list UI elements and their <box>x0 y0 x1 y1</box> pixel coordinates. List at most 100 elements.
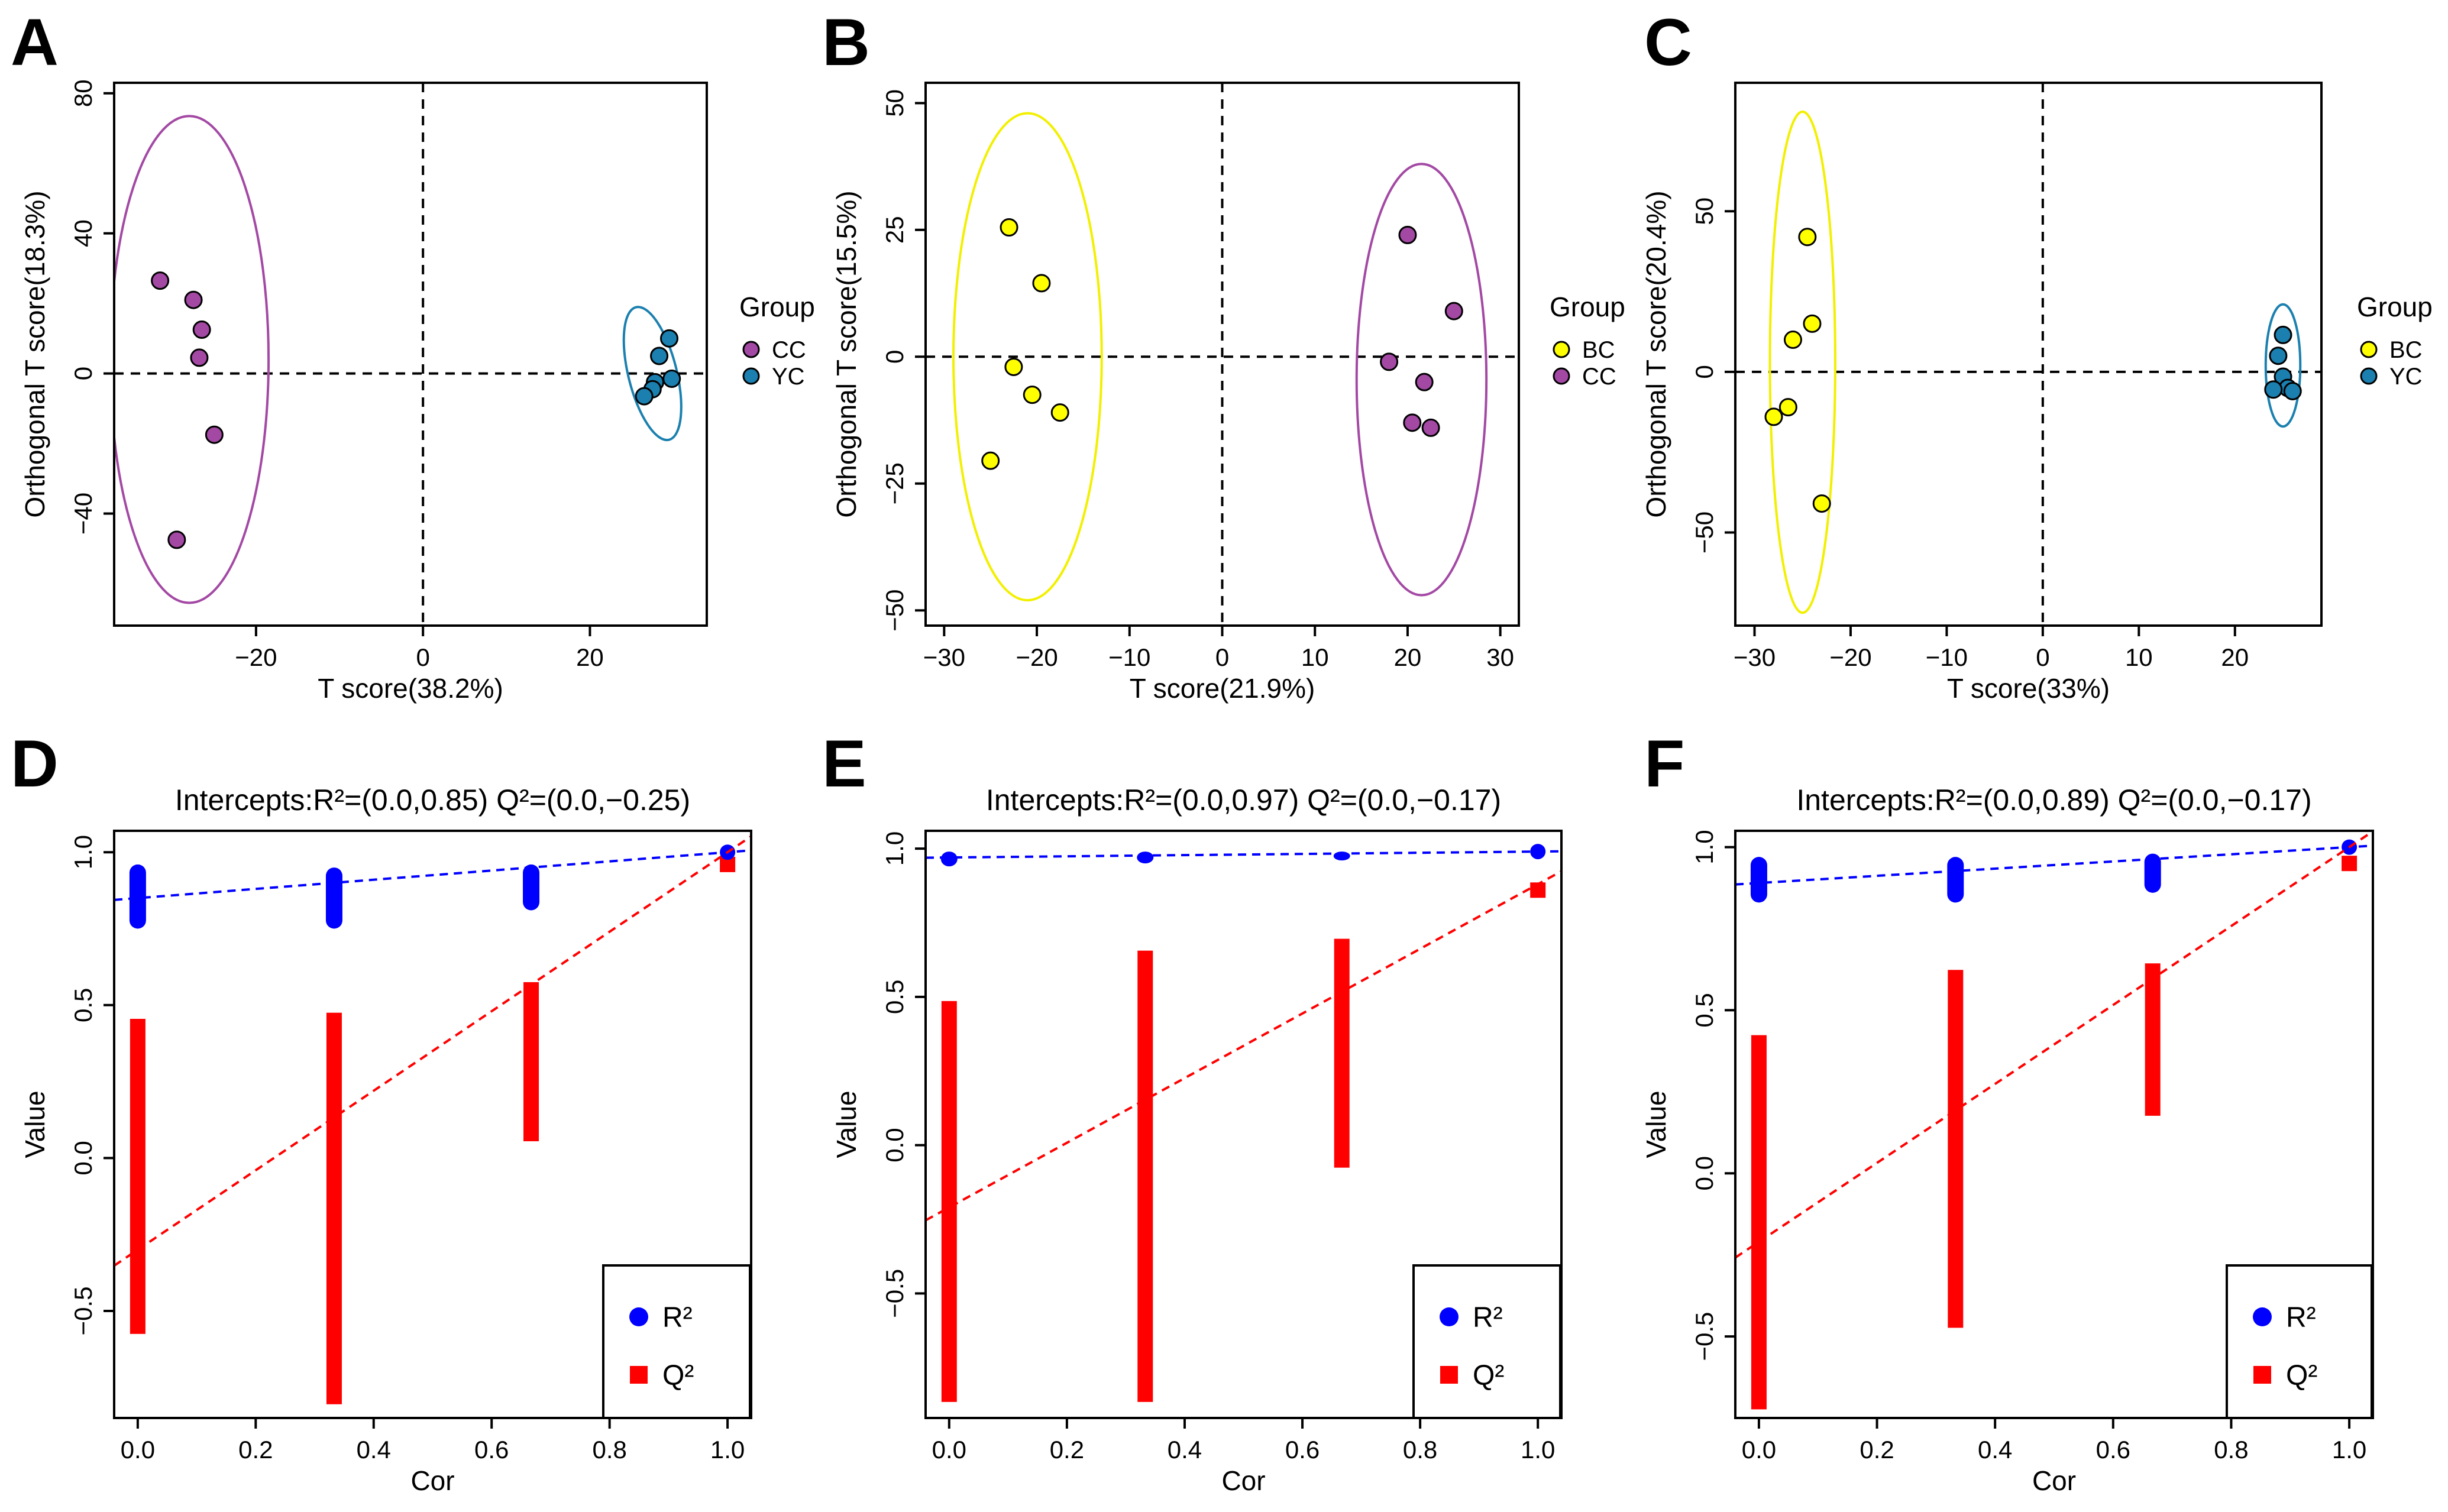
legend-marker-bc <box>2360 341 2378 358</box>
x-axis-label: Cor <box>410 1465 454 1496</box>
confidence-ellipse-cc <box>1355 163 1488 597</box>
point-bc <box>1778 398 1797 417</box>
q2-column <box>1751 1035 1767 1410</box>
point-bc <box>1803 314 1822 333</box>
legend-label-yc: YC <box>772 364 805 390</box>
point-bc <box>1023 386 1042 404</box>
panel-d: D Intercepts:R²=(0.0,0.85) Q²=(0.0,−0.25)… <box>11 727 752 1496</box>
q2-regression-line <box>114 835 751 1267</box>
plot-area <box>926 844 1561 1402</box>
x-tick-label: 1.0 <box>710 1436 745 1464</box>
legend-title: Group <box>2357 292 2433 322</box>
legend-marker-yc <box>2360 367 2378 385</box>
confidence-ellipse-yc <box>622 306 683 442</box>
y-tick-label: 0 <box>1690 365 1718 378</box>
y-tick-label: 1.0 <box>881 831 908 866</box>
y-axis-label: Value <box>1641 1090 1671 1158</box>
y-tick-label: −50 <box>1690 511 1718 553</box>
panel-letter: E <box>822 727 866 801</box>
r2-regression-line <box>1735 844 2373 886</box>
legend-label-r2: R² <box>2286 1302 2316 1333</box>
point-cc <box>1380 352 1399 371</box>
plot-frame <box>924 830 1563 1419</box>
y-tick-label: 50 <box>1690 198 1718 225</box>
plot-frame <box>1734 830 2374 1419</box>
point-yc <box>2283 381 2302 400</box>
chart-title: Intercepts:R²=(0.0,0.85) Q²=(0.0,−0.25) <box>175 783 690 817</box>
x-tick-label: 0.4 <box>1978 1436 2012 1464</box>
point-bc <box>1032 274 1051 293</box>
x-tick-label: 0.0 <box>121 1436 155 1464</box>
x-tick-label: 0 <box>2036 643 2049 671</box>
y-axis-label: Value <box>831 1090 862 1158</box>
q2-column <box>2145 963 2161 1116</box>
x-tick-label: 0.6 <box>2096 1436 2130 1464</box>
x-tick-label: 20 <box>576 643 604 671</box>
point-bc <box>1764 407 1783 426</box>
r2-column <box>523 864 540 911</box>
point-cc <box>1398 225 1417 244</box>
y-axis-label: Orthogonal T score(15.5%) <box>831 190 862 517</box>
legend-label-q2: Q² <box>2286 1360 2317 1391</box>
panel-letter: C <box>1644 5 1692 79</box>
x-tick-label: 0.8 <box>592 1436 626 1464</box>
legend-label-bc: BC <box>2389 337 2423 363</box>
y-tick-label: −40 <box>69 493 97 535</box>
x-tick-label: 0.4 <box>357 1436 391 1464</box>
x-tick-label: −30 <box>923 643 965 671</box>
y-tick-label: −0.5 <box>69 1287 97 1336</box>
x-tick-label: −20 <box>1829 643 1871 671</box>
legend-marker-q2 <box>1440 1366 1458 1384</box>
y-tick-label: 25 <box>881 216 908 244</box>
y-tick-label: 0.0 <box>69 1141 97 1175</box>
y-tick-label: 1.0 <box>1690 830 1718 864</box>
point-cc <box>192 320 211 339</box>
x-axis-label: T score(33%) <box>1947 673 2110 704</box>
x-axis-label: T score(21.9%) <box>1130 673 1315 704</box>
plot-area <box>926 83 1519 626</box>
x-axis-label: T score(38.2%) <box>318 673 503 704</box>
legend-label-cc: CC <box>772 337 806 363</box>
legend-box <box>602 1264 751 1419</box>
y-tick-label: 0.5 <box>881 980 908 1014</box>
r2-column <box>1947 857 1964 903</box>
x-tick-label: 0.6 <box>1285 1436 1320 1464</box>
y-tick-label: 0.5 <box>69 988 97 1022</box>
legend-box <box>1412 1264 1561 1419</box>
x-tick-label: 0.8 <box>1403 1436 1437 1464</box>
legend-marker-yc <box>742 367 760 385</box>
x-tick-label: −30 <box>1734 643 1776 671</box>
x-tick-label: 0.2 <box>1860 1436 1894 1464</box>
y-axis-label: Orthogonal T score(20.4%) <box>1641 190 1671 517</box>
point-yc <box>2264 380 2283 399</box>
y-tick-label: 0.0 <box>881 1128 908 1162</box>
point-cc <box>1403 413 1422 432</box>
panel-letter: B <box>822 5 870 79</box>
point-cc <box>190 348 209 367</box>
y-tick-label: 80 <box>69 79 97 107</box>
q2-column <box>1137 950 1153 1402</box>
legend-label-yc: YC <box>2389 364 2423 390</box>
x-tick-label: 0.0 <box>1742 1436 1776 1464</box>
x-tick-label: −10 <box>1926 643 1968 671</box>
r2-column <box>1137 851 1154 864</box>
point-cc <box>1444 302 1463 320</box>
y-axis-label: Value <box>20 1090 50 1158</box>
y-axis-label: Orthogonal T score(18.3%) <box>20 190 50 517</box>
confidence-ellipse-bc <box>1768 110 1836 614</box>
panel-letter: D <box>11 727 59 801</box>
point-cc <box>151 271 170 290</box>
point-yc <box>659 329 678 348</box>
r2-column <box>1750 857 1767 903</box>
x-tick-label: 0.6 <box>474 1436 509 1464</box>
point-cc <box>1415 373 1434 391</box>
point-cc <box>1421 418 1440 437</box>
y-tick-label: 0.0 <box>1690 1156 1718 1190</box>
y-tick-label: −0.5 <box>1690 1312 1718 1361</box>
legend-label-q2: Q² <box>1473 1360 1504 1391</box>
confidence-ellipse-bc <box>952 112 1103 602</box>
x-tick-label: 30 <box>1486 643 1514 671</box>
